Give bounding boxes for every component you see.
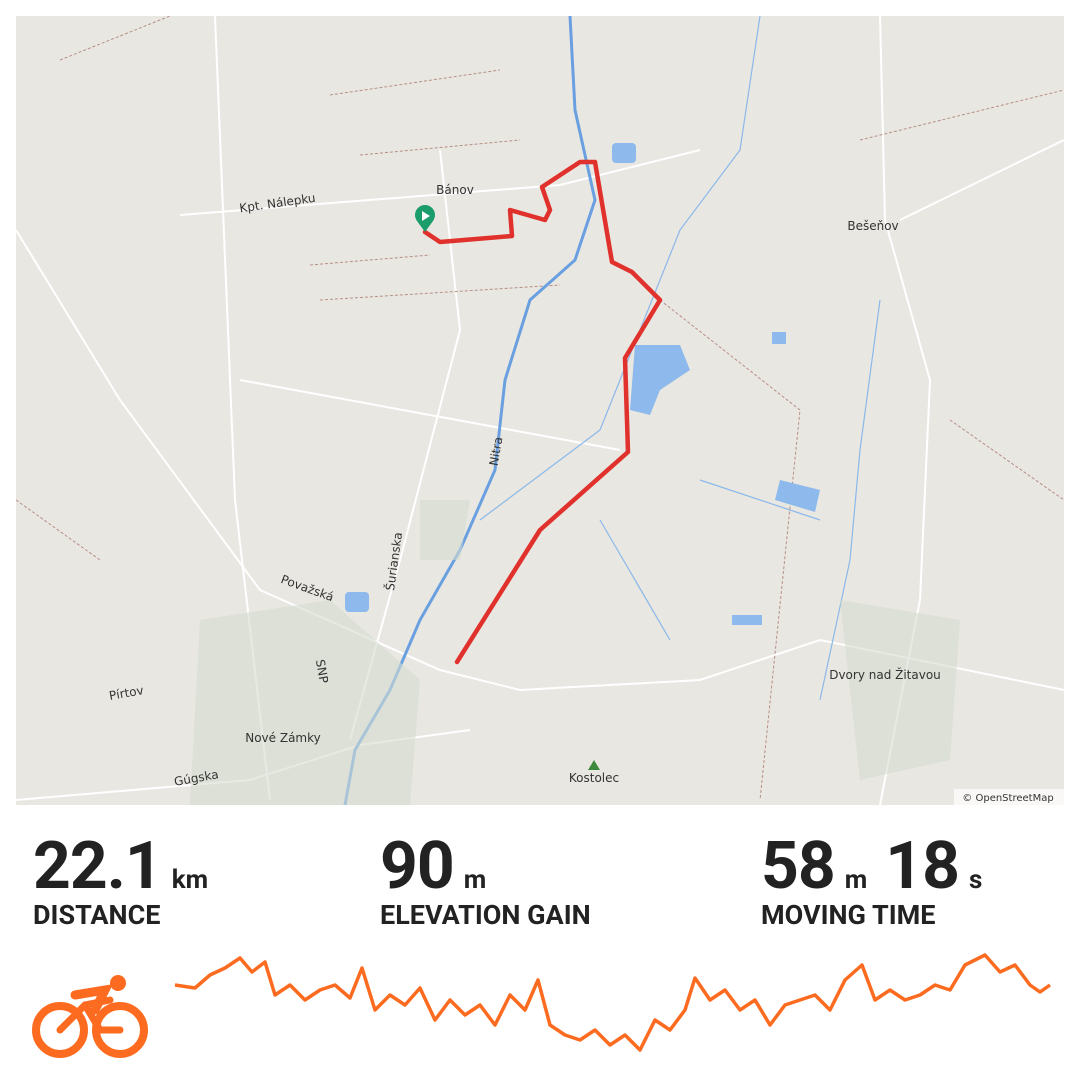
map: Bánov Kpt. Nálepku Bešeňov Nitra Šurians…	[15, 15, 1065, 806]
attribution: © OpenStreetMap	[962, 793, 1053, 804]
roads	[15, 15, 1065, 806]
peak-icon	[588, 760, 600, 770]
stat-value: 58	[761, 828, 836, 905]
tracks	[15, 15, 1065, 801]
ponds	[345, 143, 820, 625]
stat: 90 m ELEVATION GAIN	[380, 828, 591, 931]
map-label: Kostolec	[569, 771, 619, 785]
stat-label: DISTANCE	[33, 899, 161, 931]
stat-value: 90	[380, 828, 455, 905]
map-label: Pírtov	[108, 683, 145, 703]
elevation-profile	[174, 953, 1052, 1052]
map-label: SNP	[313, 658, 331, 684]
attribution-bg	[954, 789, 1064, 805]
map-label: Bešeňov	[847, 219, 898, 233]
map-label: Nitra	[487, 436, 506, 467]
stat-unit: m	[463, 865, 487, 895]
stat-unit: s	[969, 865, 983, 895]
stat-unit: km	[171, 865, 209, 895]
stat: 22.1 km DISTANCE	[33, 828, 226, 931]
stat-value: 22.1	[33, 828, 163, 905]
map-label: Dvory nad Žitavou	[829, 667, 941, 682]
map-label: Nové Zámky	[245, 731, 321, 745]
stat-label: ELEVATION GAIN	[380, 899, 591, 931]
stat-unit: m	[844, 865, 868, 895]
cycling-icon	[32, 975, 148, 1058]
built-up	[190, 500, 960, 805]
start-marker	[415, 205, 435, 232]
route	[422, 159, 663, 665]
stat-label: MOVING TIME	[761, 899, 936, 931]
map-label: Bánov	[436, 183, 474, 197]
stat-value: 18	[885, 828, 960, 905]
stat: 58 m 18 s MOVING TIME	[761, 828, 1000, 931]
